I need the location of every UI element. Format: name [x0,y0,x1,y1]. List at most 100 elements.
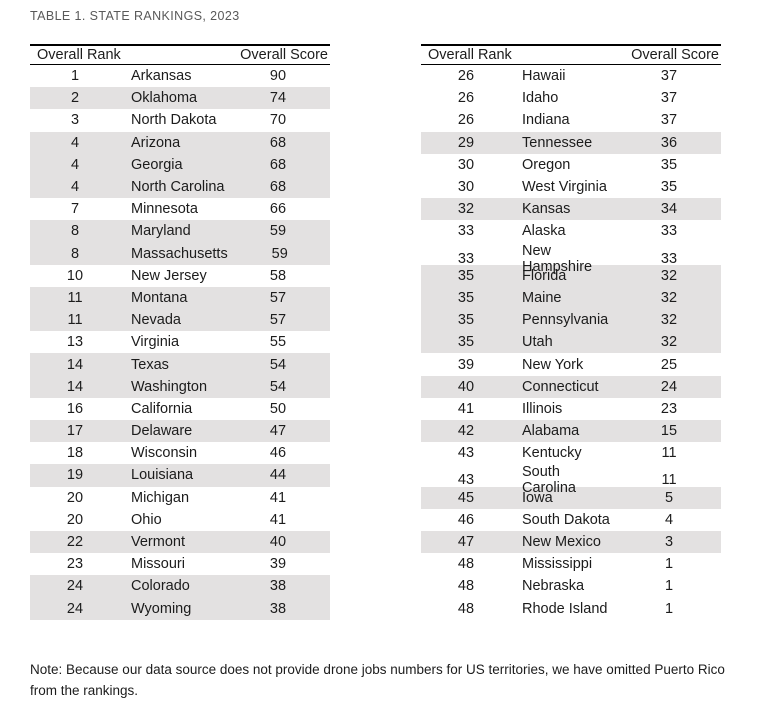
score-cell: 58 [269,267,287,284]
rank-cell: 3 [70,112,80,129]
score-cell: 57 [269,289,287,306]
state-cell: Hawaii [522,68,566,85]
score-cell: 46 [269,445,287,462]
state-cell: Massachusetts [131,245,228,262]
rank-cell: 22 [66,534,84,551]
state-cell: South Carolina [522,464,576,497]
score-cell: 68 [269,179,287,196]
state-cell: Maryland [131,223,191,240]
score-cell: 40 [269,534,287,551]
rank-cell: 32 [457,201,475,218]
rank-cell: 1 [70,68,80,85]
state-cell: Montana [131,289,188,306]
state-cell: Wisconsin [131,445,198,462]
rank-cell: 47 [457,534,475,551]
table-row: 2 Oklahoma 74 [30,87,330,110]
state-cell: Pennsylvania [522,312,609,329]
score-cell: 1 [664,600,674,617]
state-cell: Alabama [522,423,580,440]
header-overall-score: Overall Score [240,47,328,63]
score-cell: 33 [660,250,678,267]
table-body-left: 1 Arkansas 90 2 Oklahoma 74 3 North Dako… [30,65,330,620]
state-cell: Virginia [131,334,180,351]
score-cell: 35 [660,179,678,196]
rank-cell: 11 [67,312,83,329]
score-cell: 15 [660,423,678,440]
rank-cell: 10 [66,267,84,284]
score-cell: 59 [271,245,288,262]
table-row: 7 Minnesota 66 [30,198,330,220]
rankings-table-left: Overall Rank Overall Score 1 Arkansas 90… [30,44,330,620]
state-cell: Wyoming [131,600,192,617]
score-cell: 4 [664,511,674,528]
rank-cell: 30 [457,156,475,173]
state-cell: Mississippi [522,556,593,573]
rank-cell: 35 [457,267,475,284]
rank-cell: 19 [66,467,84,484]
table-row: 16 California 50 [30,398,330,420]
table-row: 45 Iowa 5 [421,486,721,509]
state-cell: Georgia [131,156,183,173]
score-cell: 70 [269,112,287,129]
state-cell: West Virginia [522,179,607,196]
score-cell: 24 [660,378,678,395]
table-row: 35 Utah 32 [421,331,721,354]
table-body-right: 26 Hawaii 37 26 Idaho 37 26 Indiana 37 2… [421,65,721,620]
state-cell: North Carolina [131,179,225,196]
score-cell: 33 [660,223,678,240]
rank-cell: 4 [70,134,80,151]
score-cell: 38 [269,600,287,617]
table-caption: TABLE 1. STATE RANKINGS, 2023 [30,9,240,23]
rank-cell: 40 [457,378,475,395]
score-cell: 1 [664,578,674,595]
header-overall-score: Overall Score [631,47,719,63]
table-row: 17 Delaware 47 [30,420,330,443]
rank-cell: 33 [457,250,475,267]
state-cell: California [131,400,193,417]
table-row: 41 Illinois 23 [421,398,721,420]
table-row: 11 Nevada 57 [30,309,330,332]
rank-cell: 48 [457,578,475,595]
table-row: 35 Pennsylvania 32 [421,309,721,332]
rank-cell: 18 [66,445,84,462]
score-cell: 36 [660,134,678,151]
rank-cell: 4 [70,156,80,173]
rank-cell: 33 [457,223,475,240]
rank-cell: 39 [457,356,475,373]
tables-container: Overall Rank Overall Score 1 Arkansas 90… [30,44,721,620]
table-row: 19 Louisiana 44 [30,464,330,487]
score-cell: 23 [660,400,678,417]
state-cell: Utah [522,334,553,351]
table-row: 18 Wisconsin 46 [30,442,330,464]
state-cell: Illinois [522,400,563,417]
rank-cell: 26 [457,68,475,85]
table-row: 13 Virginia 55 [30,331,330,353]
rank-cell: 24 [66,600,84,617]
score-cell: 74 [269,90,287,107]
score-cell: 32 [660,267,678,284]
table-row: 11 Montana 57 [30,286,330,310]
rank-cell: 13 [66,334,84,351]
score-cell: 37 [660,112,678,129]
rank-cell: 43 [457,445,475,462]
table-row: 24 Wyoming 38 [30,597,330,620]
rank-cell: 7 [70,201,80,218]
rank-cell: 46 [457,511,475,528]
table-header-right: Overall Rank Overall Score [421,44,721,65]
table-row: 32 Kansas 34 [421,198,721,221]
table-row: 4 Arizona 68 [30,131,330,154]
state-cell: New Mexico [522,534,601,551]
rank-cell: 48 [457,600,475,617]
table-row: 14 Washington 54 [30,375,330,398]
state-cell: Texas [131,356,169,373]
state-cell: South Dakota [522,511,610,528]
rank-cell: 4 [70,179,80,196]
table-row: 26 Hawaii 37 [421,65,721,87]
table-row: 14 Texas 54 [30,353,330,376]
score-cell: 35 [660,156,678,173]
score-cell: 54 [269,356,287,373]
table-row: 8 Massachusetts 59 [30,242,330,265]
state-cell: Idaho [522,90,559,107]
score-cell: 34 [660,201,678,218]
state-cell: Kansas [522,201,571,218]
